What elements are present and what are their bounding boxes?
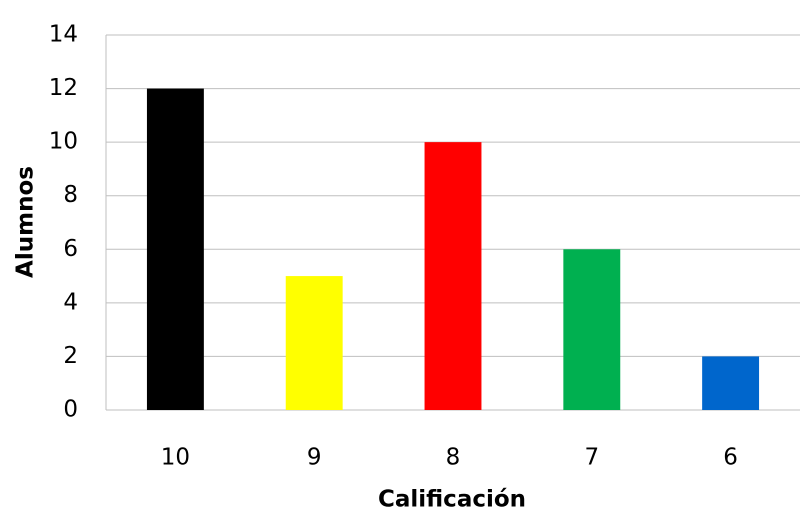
y-tick-label: 4: [63, 289, 78, 315]
y-tick-label: 8: [63, 182, 78, 208]
x-tick-label: 7: [584, 445, 599, 471]
y-tick-label: 10: [49, 129, 78, 155]
y-tick-label: 14: [49, 22, 78, 48]
bar: [146, 88, 204, 411]
y-tick-label: 12: [49, 75, 78, 101]
bar: [702, 356, 760, 410]
bar: [563, 249, 621, 410]
bar: [285, 276, 343, 410]
y-tick-label: 6: [63, 236, 78, 262]
x-tick-label: 6: [723, 445, 738, 471]
y-tick-label: 0: [63, 397, 78, 423]
x-axis-title: Calificación: [378, 487, 526, 513]
bar: [424, 142, 482, 410]
x-tick-label: 8: [446, 445, 461, 471]
y-axis-title: Alumnos: [13, 166, 39, 278]
y-tick-label: 2: [63, 343, 78, 369]
x-tick-label: 9: [307, 445, 322, 471]
x-tick-label: 10: [161, 445, 190, 471]
